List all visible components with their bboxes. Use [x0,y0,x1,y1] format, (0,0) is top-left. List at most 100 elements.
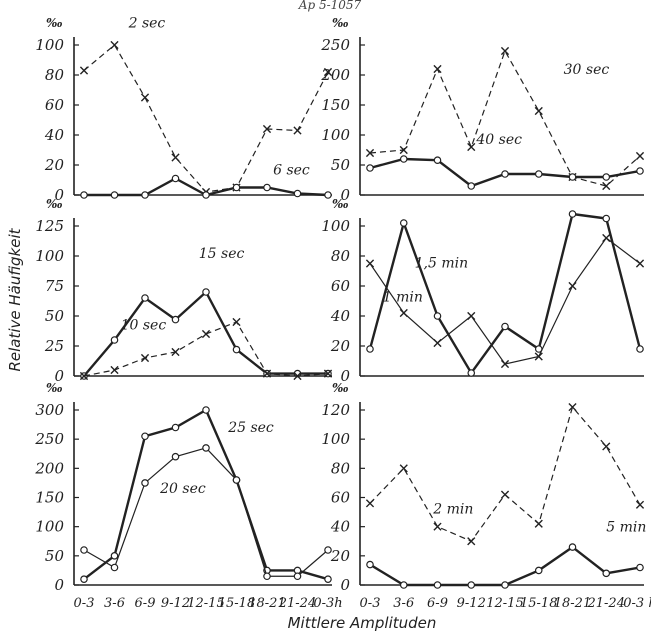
data-point [110,191,119,199]
data-point [263,183,271,192]
y-tick-label: 80 [331,459,351,477]
y-tick-label: 0 [54,576,64,594]
data-point [467,142,476,152]
unit-label: ‰ [332,16,349,30]
y-tick-label: 20 [44,156,65,174]
data-point [399,464,408,473]
data-point [141,479,149,487]
data-point [110,365,119,375]
unit-label: ‰ [46,197,63,211]
data-point [602,181,611,191]
data-point [433,64,442,74]
data-point [171,423,180,432]
y-tick-label: 300 [35,401,64,419]
data-point [433,522,442,531]
data-point [365,259,375,268]
data-point [366,164,374,172]
data-point [324,546,332,554]
data-point [110,552,119,560]
data-point [635,500,645,509]
data-point [568,543,577,551]
data-point [433,338,442,348]
series-label: 1,5 min [415,256,468,272]
data-point [262,124,272,134]
data-point [433,312,442,320]
unit-label: ‰ [46,381,63,395]
data-point [534,352,543,361]
data-point [467,581,476,589]
x-tick-label: 9-12 [457,596,486,611]
x-tick-label: 12-15 [187,596,224,611]
panel-bottom-left: ‰ 300 250 200 150 100 50 0 0-3 3-6 6-9 9-1212-1515-… [34,381,342,611]
y-tick-label: 100 [321,430,350,448]
data-point [399,308,408,318]
y-tick-label: 0 [340,576,350,594]
y-tick-label: 150 [35,489,64,507]
y-tick-label: 0 [54,367,64,385]
series-label: 5 min [606,519,646,535]
data-point [141,294,149,302]
data-point [602,442,611,451]
data-point [202,406,210,414]
x-tick-label: 0-3 [360,596,381,611]
x-tick-label: 15-18 [218,596,255,611]
x-tick-label: 0-3 h [623,596,651,611]
y-tick-label: 100 [321,217,350,235]
y-tick-label: 250 [320,36,350,54]
data-point [232,345,241,354]
data-point [399,145,408,155]
data-point [324,575,332,583]
y-tick-label: 0 [340,367,350,385]
y-tick-label: 60 [331,489,351,507]
y-tick-label: 100 [35,36,64,54]
panel-middle-left: ‰ 125 100 75 50 25 0 15 sec 10 sec [35,197,333,385]
data-point [110,336,119,344]
y-tick-label: 100 [321,126,350,144]
x-tick-label: 18-21 [248,596,285,611]
y-tick-label: 120 [321,401,350,419]
y-tick-label: 25 [44,337,64,355]
y-tick-label: 80 [45,66,65,84]
data-point [501,322,509,331]
data-point [602,233,611,243]
data-point [534,566,543,575]
series-label: 10 sec [121,318,167,334]
data-point [366,560,374,569]
series-line [83,447,329,577]
data-point [433,156,442,165]
data-point [501,581,509,589]
y-tick-label: 0 [54,186,64,204]
x-tick-label: 0-3 [74,596,95,611]
x-tick-label: 18-21 [554,596,591,611]
data-point [568,281,577,291]
y-tick-label: 200 [34,459,64,477]
series-label: 30 sec [564,62,610,78]
y-tick-label: 0 [340,186,350,204]
data-point [171,452,180,461]
x-tick-label: 12-15 [486,596,523,611]
data-point [171,315,180,324]
data-point [636,345,644,353]
data-point [140,353,150,363]
data-point [110,40,119,50]
data-point [500,359,510,369]
data-point [171,153,180,162]
x-tick-label: 9-12 [161,596,190,611]
panel-top-right: ‰ 250 200 150 100 50 0 30 sec 40 sec [320,16,645,204]
data-point [141,432,149,441]
x-tick-label: 3-6 [393,596,414,611]
data-point [399,155,408,163]
data-point [171,347,180,357]
y-axis-title: Relative Häufigkeit [6,227,24,371]
data-point [636,167,644,175]
data-point [171,174,180,183]
x-axis-title: Mittlere Amplituden [288,614,437,632]
data-point [365,148,375,158]
data-point [202,191,210,199]
panel-middle-right: ‰ 100 80 60 40 20 0 1,5 min 1 min [321,197,645,385]
data-point [501,170,509,178]
data-point [79,371,89,381]
y-tick-label: 50 [45,547,65,565]
y-tick-label: 200 [320,66,350,84]
series-line [369,405,641,542]
